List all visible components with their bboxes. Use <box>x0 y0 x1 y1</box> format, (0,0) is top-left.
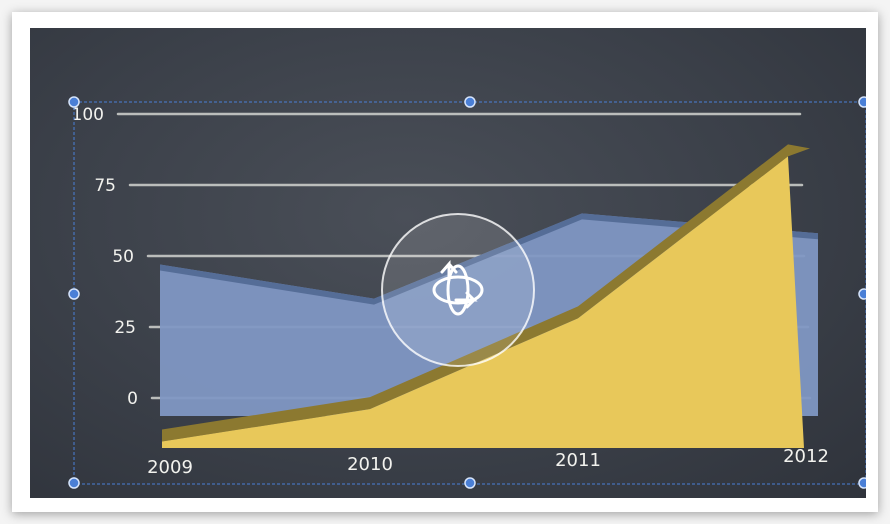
resize-handle-bottom-right[interactable] <box>858 477 866 489</box>
x-tick-label: 2012 <box>783 446 829 467</box>
resize-handle-top[interactable] <box>464 96 476 108</box>
x-tick-label: 2010 <box>347 454 393 475</box>
y-tick-labels: 0 25 50 75 100 <box>72 105 138 409</box>
series-area-front <box>162 156 804 448</box>
resize-handle-bottom[interactable] <box>464 477 476 489</box>
rotate-3d-icon[interactable] <box>381 213 535 367</box>
chalkboard-chart[interactable]: 0 25 50 75 100 2009 2010 2011 2012 <box>30 28 866 498</box>
resize-handle-bottom-left[interactable] <box>68 477 80 489</box>
resize-handle-top-left[interactable] <box>68 96 80 108</box>
y-tick-label: 25 <box>114 318 136 338</box>
slide-frame: 0 25 50 75 100 2009 2010 2011 2012 <box>12 12 878 512</box>
area-layer <box>160 144 818 448</box>
resize-handle-right[interactable] <box>858 288 866 300</box>
y-tick-label: 50 <box>112 247 134 267</box>
resize-handle-left[interactable] <box>68 288 80 300</box>
y-tick-label: 75 <box>94 176 116 196</box>
y-tick-label: 100 <box>72 105 104 125</box>
y-tick-label: 0 <box>127 389 138 409</box>
x-tick-labels: 2009 2010 2011 2012 <box>147 446 829 478</box>
x-tick-label: 2009 <box>147 457 193 478</box>
resize-handle-top-right[interactable] <box>858 96 866 108</box>
selection-handles <box>68 96 866 489</box>
x-tick-label: 2011 <box>555 450 601 471</box>
area-chart-svg: 0 25 50 75 100 2009 2010 2011 2012 <box>68 96 866 489</box>
